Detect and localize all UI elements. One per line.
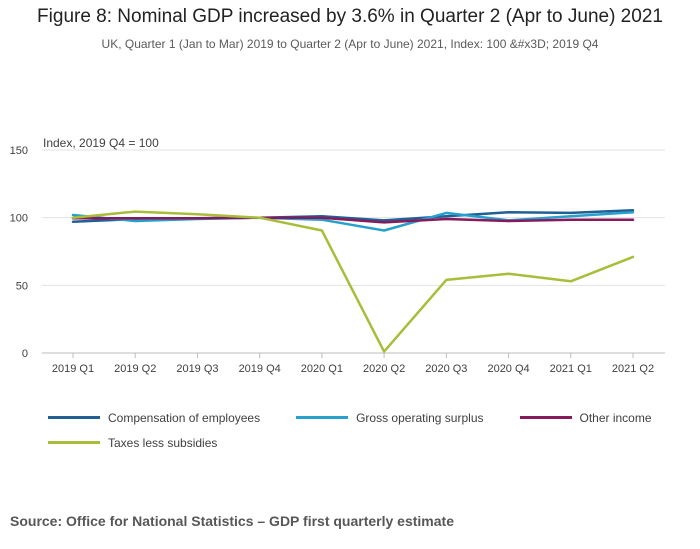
legend-item-gross-operating-surplus[interactable]: Gross operating surplus — [296, 410, 484, 425]
series-line-taxes-less-subsidies — [71, 210, 635, 353]
legend-swatch — [48, 441, 100, 444]
legend-label: Compensation of employees — [108, 410, 261, 425]
x-tick-label: 2020 Q2 — [363, 363, 405, 375]
chart-title: Figure 8: Nominal GDP increased by 3.6% … — [37, 6, 663, 27]
x-tick-label: 2021 Q2 — [612, 363, 654, 375]
x-tick-label: 2020 Q1 — [301, 363, 343, 375]
x-tick-label: 2019 Q4 — [239, 363, 281, 375]
y-tick-label: 0 — [22, 348, 28, 360]
legend-row: Taxes less subsidies — [48, 430, 688, 455]
legend-swatch — [519, 416, 572, 419]
x-tick-label: 2021 Q1 — [550, 363, 592, 375]
legend-row: Compensation of employees Gross operatin… — [48, 405, 688, 430]
y-tick-label: 50 — [16, 280, 28, 292]
series-line-other-income — [71, 216, 635, 224]
x-tick-label: 2019 Q3 — [176, 363, 218, 375]
legend: Compensation of employees Gross operatin… — [48, 405, 688, 455]
legend-label: Taxes less subsidies — [108, 435, 218, 450]
y-axis-label: Index, 2019 Q4 = 100 — [43, 136, 159, 150]
chart-subtitle: UK, Quarter 1 (Jan to Mar) 2019 to Quart… — [101, 37, 599, 51]
y-tick-label: 150 — [10, 145, 28, 157]
grid-lines — [42, 149, 665, 354]
legend-label: Gross operating surplus — [356, 410, 484, 425]
source-note: Source: Office for National Statistics –… — [10, 513, 454, 529]
legend-item-other-income[interactable]: Other income — [519, 410, 652, 425]
x-tick-label: 2020 Q4 — [487, 363, 529, 375]
legend-item-compensation[interactable]: Compensation of employees — [48, 411, 260, 425]
y-tick-label: 100 — [10, 213, 28, 225]
legend-swatch — [296, 416, 349, 419]
x-axis-ticks: 2019 Q1 2019 Q2 2019 Q3 2019 Q4 2020 Q1 2020 … — [52, 353, 654, 375]
series-line-gross-operating-surplus — [71, 211, 635, 232]
series-lines — [71, 208, 635, 353]
legend-swatch — [48, 416, 100, 419]
x-tick-label: 2020 Q3 — [425, 363, 467, 375]
legend-item-taxes-less-subsidies[interactable]: Taxes less subsidies — [48, 436, 217, 450]
x-tick-label: 2019 Q2 — [114, 363, 156, 375]
y-axis-ticks: 0 50 100 150 — [10, 145, 28, 360]
legend-label: Other income — [579, 410, 652, 425]
x-tick-label: 2019 Q1 — [52, 363, 94, 375]
